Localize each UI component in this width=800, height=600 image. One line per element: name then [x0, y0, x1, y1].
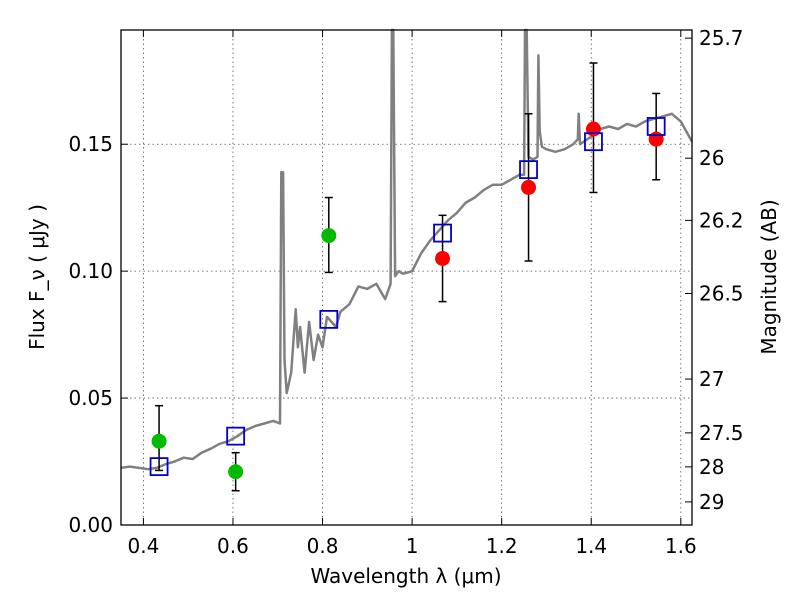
y-axis-title-right: Magnitude (AB) [757, 199, 781, 354]
error-bars [155, 62, 661, 492]
x-tick-label: 1.4 [575, 534, 607, 558]
x-tick-label: 1.6 [665, 534, 697, 558]
right-tick-label: 29 [699, 490, 724, 514]
right-tick-label: 26.2 [699, 208, 744, 232]
data-point-circle [321, 228, 337, 244]
right-tick-label: 25.7 [699, 26, 744, 50]
model-point-square [646, 117, 666, 136]
right-tick-label: 26 [699, 146, 724, 170]
y-tick-label: 0.05 [68, 386, 113, 410]
right-tick-label: 26.5 [699, 281, 744, 305]
tick-labels: 0.4 0.6 0.8 1 1.2 1.4 1.6 0.00 0.05 0.10 0.15 25.7 2… [68, 26, 743, 558]
x-tick-label: 0.8 [307, 534, 339, 558]
axis-ticks [121, 30, 692, 526]
y-tick-label: 0.10 [68, 259, 113, 283]
data-point-circle [648, 131, 664, 147]
model-point-square [433, 223, 452, 243]
x-tick-label: 1 [406, 534, 419, 558]
plot-frame [120, 29, 693, 526]
data-point-circle [585, 121, 601, 137]
y-axis-title-left: Flux F_ν ( μJy ) [25, 204, 49, 350]
grid-lines [121, 30, 692, 526]
data-markers [149, 117, 666, 480]
data-point-circle [435, 250, 451, 266]
right-tick-label: 27.5 [699, 421, 744, 445]
model-point-square [319, 309, 339, 329]
model-point-square [519, 160, 538, 180]
model-point-square [226, 426, 246, 446]
data-point-circle [151, 433, 167, 449]
model-point-square [584, 132, 603, 152]
x-tick-label: 0.6 [217, 534, 249, 558]
x-tick-label: 0.4 [127, 534, 159, 558]
x-axis-title: Wavelength λ (μm) [310, 564, 501, 588]
y-tick-label: 0.00 [68, 513, 113, 537]
y-tick-label: 0.15 [68, 132, 113, 156]
right-tick-label: 28 [699, 455, 724, 479]
right-tick-label: 27 [699, 367, 724, 391]
x-tick-label: 1.2 [486, 534, 518, 558]
model-point-square [149, 457, 169, 477]
model-spectrum [120, 28, 694, 471]
data-point-circle [521, 179, 537, 195]
spectrum-line [120, 28, 694, 471]
data-point-circle [228, 464, 244, 480]
